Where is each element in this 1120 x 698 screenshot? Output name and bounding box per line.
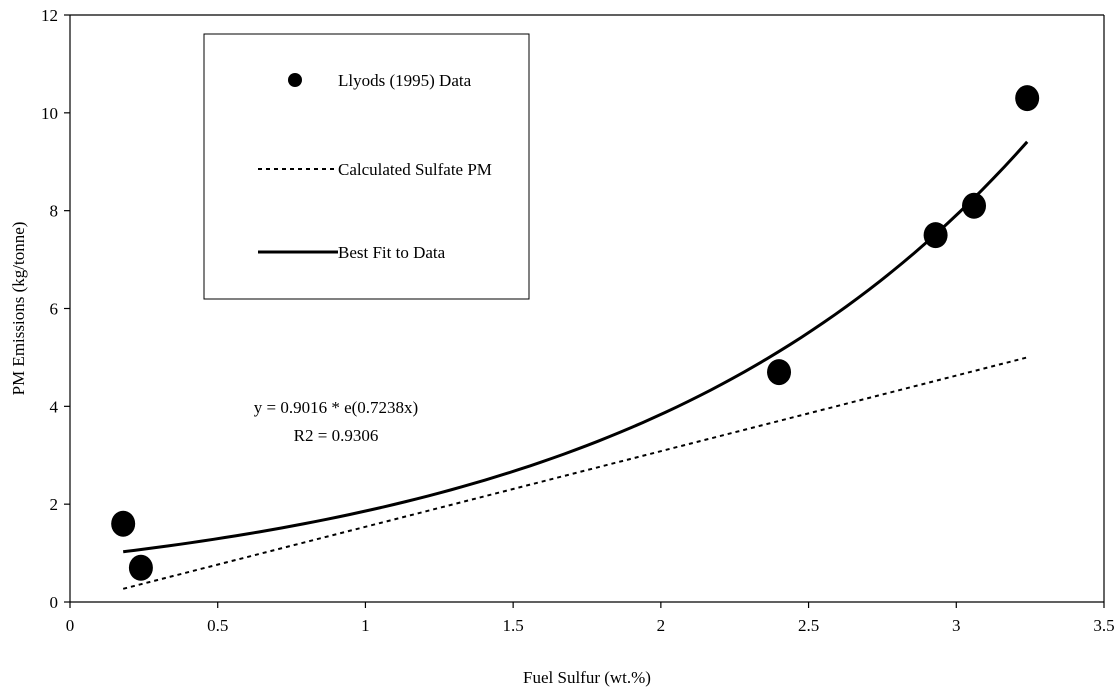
x-tick-label: 2: [657, 616, 666, 635]
equation-annotation: y = 0.9016 * e(0.7238x): [254, 398, 418, 417]
ticks: 0 0.5 1 1.5 2 2.5 3 3.5 0 2 4 6 8 10 12: [41, 6, 1115, 635]
x-tick-label: 0: [66, 616, 75, 635]
x-tick-label: 1.5: [503, 616, 524, 635]
y-tick-label: 12: [41, 6, 58, 25]
x-tick-label: 1: [361, 616, 370, 635]
data-point: [128, 554, 153, 581]
best-fit-curve: [122, 140, 1029, 554]
x-tick-label: 3.5: [1093, 616, 1114, 635]
y-tick-label: 2: [50, 495, 59, 514]
data-point: [1015, 85, 1040, 112]
legend-marker-data: [288, 73, 302, 87]
legend: Llyods (1995) Data Calculated Sulfate PM…: [203, 33, 530, 300]
r2-annotation: R2 = 0.9306: [294, 426, 379, 445]
y-axis-label: PM Emissions (kg/tonne): [9, 222, 28, 396]
x-tick-label: 0.5: [207, 616, 228, 635]
y-tick-label: 6: [50, 300, 59, 319]
legend-label-data: Llyods (1995) Data: [338, 71, 472, 90]
y-tick-label: 10: [41, 104, 58, 123]
x-axis-label: Fuel Sulfur (wt.%): [523, 668, 651, 687]
y-tick-label: 8: [50, 202, 59, 221]
legend-label-sulfate: Calculated Sulfate PM: [338, 160, 492, 179]
series: [111, 85, 1040, 590]
x-tick-label: 2.5: [798, 616, 819, 635]
y-tick-label: 4: [50, 397, 59, 416]
data-point: [923, 222, 948, 249]
y-tick-label: 0: [50, 593, 59, 612]
x-tick-label: 3: [952, 616, 961, 635]
legend-box: [203, 33, 530, 300]
calculated-sulfate-line: [122, 356, 1028, 590]
legend-label-bestfit: Best Fit to Data: [338, 243, 446, 262]
data-point: [111, 510, 136, 537]
data-point: [962, 192, 987, 219]
data-point: [767, 359, 792, 386]
